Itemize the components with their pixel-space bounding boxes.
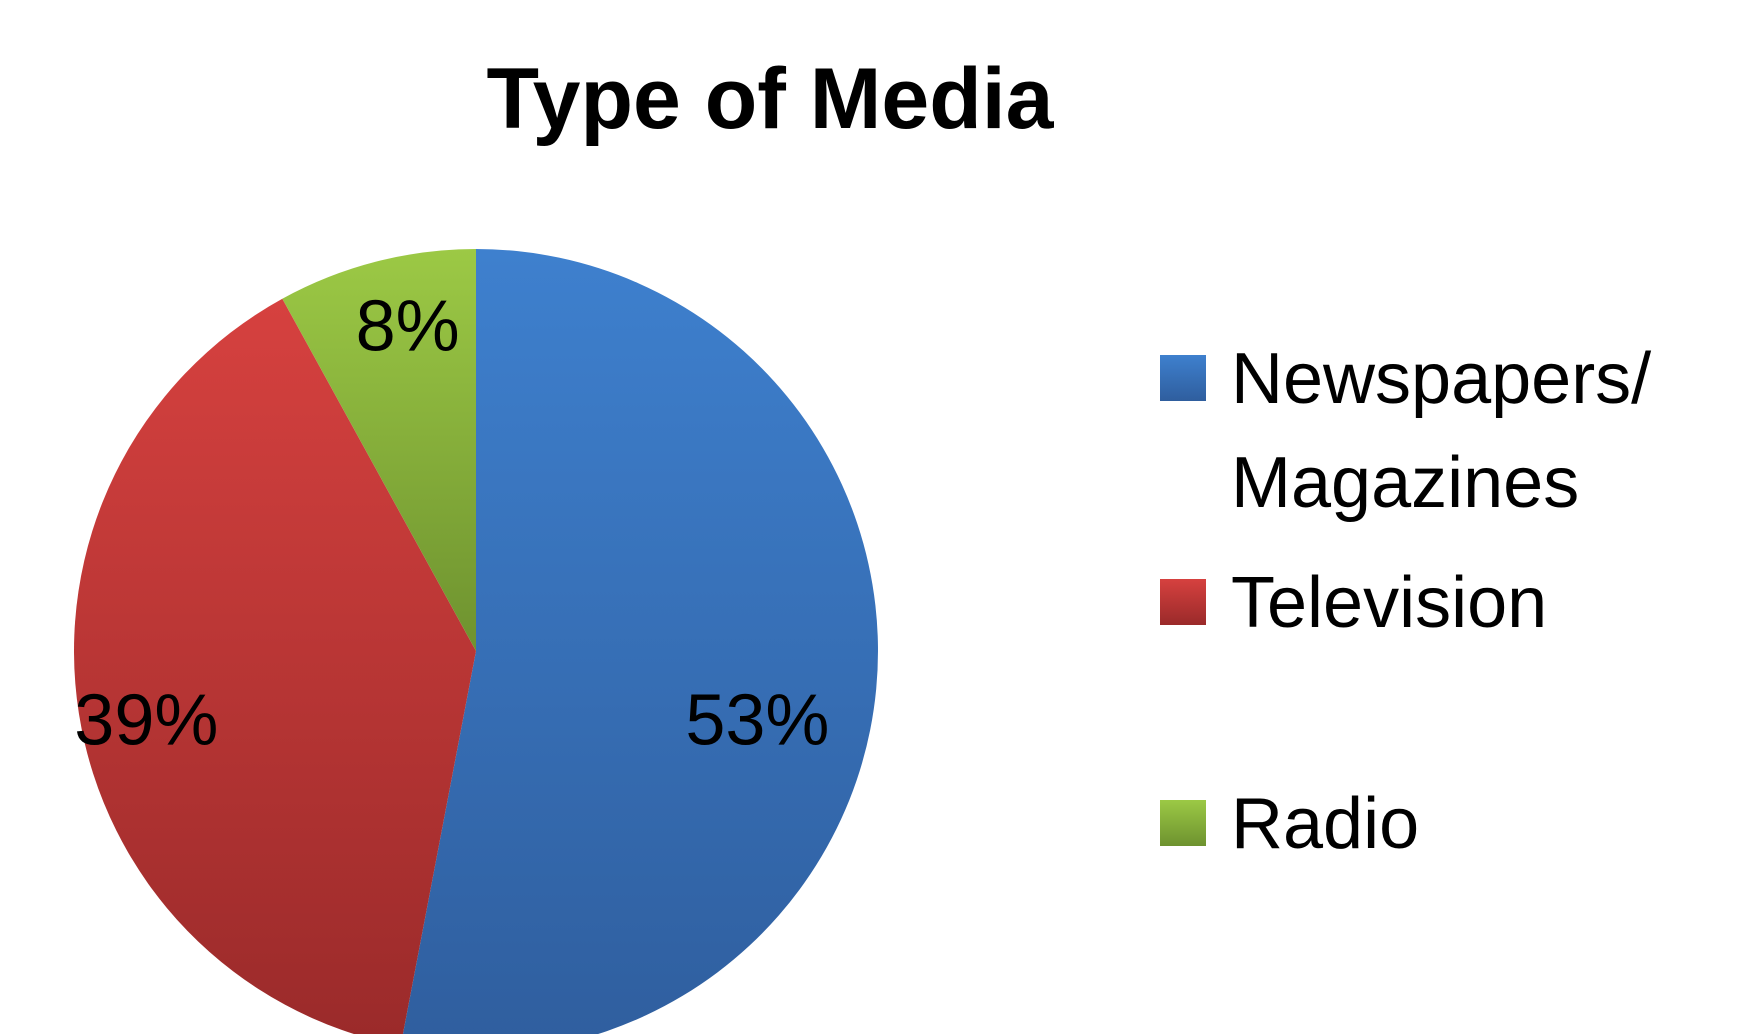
legend-swatch-newspapers-magazines bbox=[1160, 355, 1206, 401]
pie-slice-television bbox=[74, 298, 476, 1034]
data-label-newspapers-magazines: 53% bbox=[685, 680, 829, 760]
legend-swatch-radio bbox=[1160, 800, 1206, 846]
legend-label-newspapers-magazines-line-2: Magazines bbox=[1231, 443, 1579, 523]
data-label-television: 39% bbox=[74, 680, 218, 760]
pie-slice-newspapers-magazines bbox=[402, 249, 878, 1034]
legend-swatch-television bbox=[1160, 579, 1206, 625]
legend: Newspapers/Magazines Television Radio bbox=[1160, 339, 1651, 864]
legend-item-radio: Radio bbox=[1160, 784, 1419, 864]
pie-slice-radio bbox=[282, 249, 476, 651]
legend-label-newspapers-magazines-line-1: Newspapers/ bbox=[1231, 339, 1651, 419]
chart-title: Type of Media bbox=[486, 51, 1054, 147]
legend-label-television: Television bbox=[1231, 563, 1547, 643]
data-labels: 53% 39% 8% bbox=[74, 286, 829, 760]
data-label-radio: 8% bbox=[356, 286, 460, 366]
legend-label-radio: Radio bbox=[1231, 784, 1419, 864]
legend-item-television: Television bbox=[1160, 563, 1547, 643]
pie-slices bbox=[74, 249, 878, 1034]
legend-item-newspapers-magazines: Newspapers/Magazines bbox=[1160, 339, 1651, 523]
